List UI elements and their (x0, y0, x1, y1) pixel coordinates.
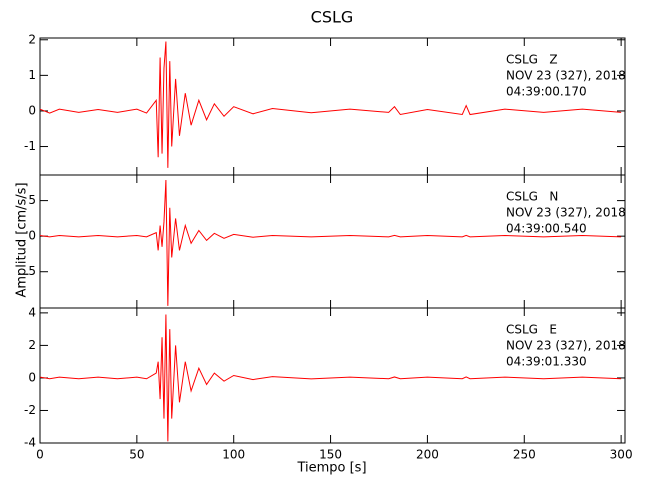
annotation: 04:39:01.330 (506, 355, 587, 369)
x-tick-label: 150 (319, 448, 342, 462)
y-tick-label: 4 (28, 305, 36, 319)
x-tick-label: 300 (610, 448, 633, 462)
annotation: CSLG N (506, 190, 558, 204)
y-tick-label: 0 (28, 370, 36, 384)
annotation: NOV 23 (327), 2018 (506, 339, 626, 353)
x-tick-label: 250 (513, 448, 536, 462)
waveform (39, 179, 622, 306)
y-tick-label: 5 (28, 193, 36, 207)
y-tick-label: -4 (24, 436, 36, 450)
y-tick-label: -1 (24, 139, 36, 153)
waveform (39, 314, 622, 442)
y-tick-label: 5 (28, 264, 36, 278)
x-tick-label: 200 (416, 448, 439, 462)
y-tick-label: 0 (28, 229, 36, 243)
annotation: 04:39:00.540 (506, 222, 587, 236)
y-tick-label: 2 (28, 32, 36, 46)
annotation: NOV 23 (327), 2018 (506, 206, 626, 220)
panel-frame (39, 307, 626, 444)
x-tick-label: 0 (36, 448, 44, 462)
waveform (39, 41, 622, 168)
y-tick-label: -2 (24, 403, 36, 417)
y-tick-label: 0 (28, 103, 36, 117)
annotation: CSLG E (506, 323, 557, 337)
annotation: NOV 23 (327), 2018 (506, 69, 626, 83)
x-axis-label: Tiempo [s] (296, 461, 366, 476)
y-axis-label: Amplitud [cm/s/s] (15, 182, 30, 297)
y-tick-label: 2 (28, 338, 36, 352)
annotation: CSLG Z (506, 53, 558, 67)
y-tick-label: 1 (28, 68, 36, 82)
annotation: 04:39:00.170 (506, 85, 587, 99)
x-tick-label: 50 (129, 448, 144, 462)
x-tick-label: 100 (222, 448, 245, 462)
chart-title: CSLG (311, 8, 354, 27)
